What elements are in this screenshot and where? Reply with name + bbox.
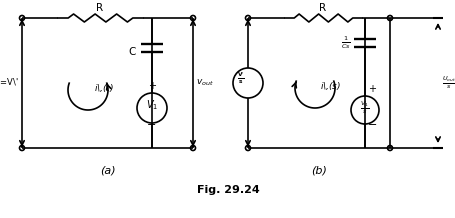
Text: R: R	[96, 3, 103, 13]
Text: R: R	[319, 3, 326, 13]
Text: +: +	[148, 81, 156, 91]
Text: Fig. 29.24: Fig. 29.24	[196, 185, 259, 195]
Text: $i$\,(t): $i$\,(t)	[94, 82, 114, 94]
Text: (b): (b)	[310, 165, 326, 175]
Text: $v_{in}$=V\': $v_{in}$=V\'	[0, 77, 19, 89]
Text: $v_{out}$: $v_{out}$	[196, 78, 213, 88]
Text: (a): (a)	[100, 165, 115, 175]
Text: C: C	[128, 47, 136, 57]
Text: $\frac{1}{Cs}$: $\frac{1}{Cs}$	[341, 35, 350, 51]
Text: $i$\,(s): $i$\,(s)	[319, 80, 340, 92]
Text: $\frac{V_1}{s}$: $\frac{V_1}{s}$	[359, 100, 369, 116]
Text: $\mathbf{\frac{V'}{s}}$: $\mathbf{\frac{V'}{s}}$	[237, 70, 244, 85]
Text: $V_1$: $V_1$	[146, 98, 158, 112]
Text: +: +	[367, 84, 375, 94]
Text: −: −	[147, 120, 157, 130]
Text: −: −	[367, 120, 377, 130]
Text: $\frac{U_{out}}{s}$: $\frac{U_{out}}{s}$	[441, 75, 455, 91]
